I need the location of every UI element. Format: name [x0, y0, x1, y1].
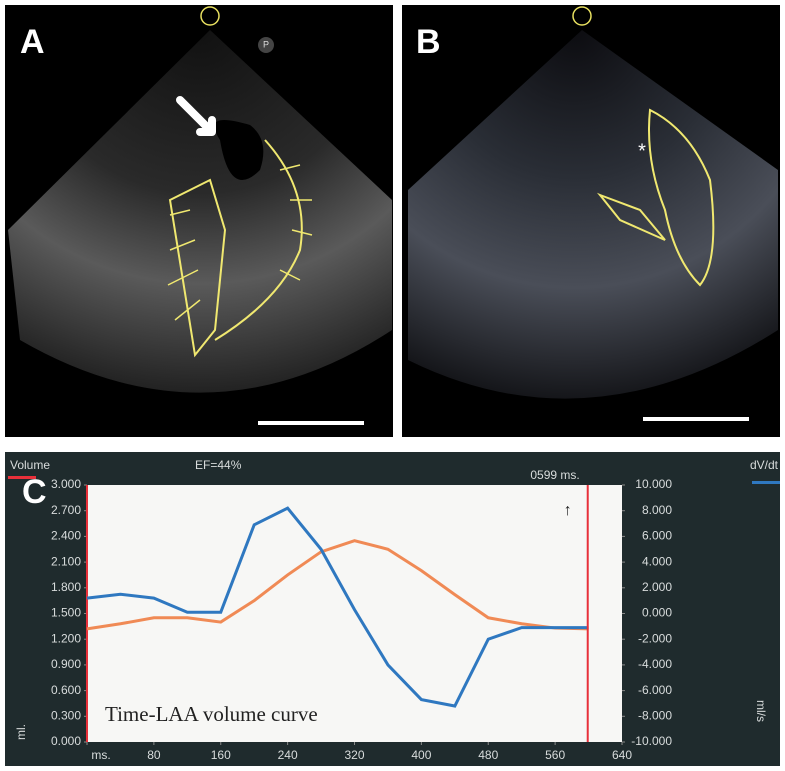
y2-tick-label: -8.000	[638, 708, 672, 722]
y-tick-label: 1.200	[51, 631, 81, 645]
y-tick-label: 2.700	[51, 503, 81, 517]
probe-icon	[200, 6, 220, 26]
annotation: Time-LAA volume curve	[105, 702, 318, 726]
x-tick-label: 320	[344, 748, 364, 762]
x-tick-label: 160	[211, 748, 231, 762]
x-tick-label: 240	[278, 748, 298, 762]
ultrasound-fan	[408, 30, 778, 399]
y2-tick-label: 8.000	[642, 503, 672, 517]
x-tick-label: 640	[612, 748, 632, 762]
x-tick-label: 400	[411, 748, 431, 762]
contour	[214, 139, 303, 341]
arrow-mark: ↑	[564, 502, 572, 519]
y-tick-label: 1.500	[51, 606, 81, 620]
series-line	[86, 506, 589, 708]
y-tick-label: 3.000	[51, 477, 81, 491]
y2-tick-label: -2.000	[638, 631, 672, 645]
y2-tick-label: 0.000	[642, 606, 672, 620]
y2-tick-label: 4.000	[642, 554, 672, 568]
asterisk: *	[638, 140, 646, 162]
y2-axis-label: ml/s	[754, 700, 768, 722]
contour	[168, 178, 227, 358]
panel-label: C	[22, 473, 47, 511]
y-axis-label: ml.	[14, 724, 28, 740]
y-tick-label: 0.000	[51, 734, 81, 748]
y-tick-label: 1.800	[51, 580, 81, 594]
panel-label: B	[416, 23, 441, 61]
x-tick-label: 480	[478, 748, 498, 762]
y-tick-label: 0.600	[51, 683, 81, 697]
y2-tick-label: 2.000	[642, 580, 672, 594]
y2-tick-label: -6.000	[638, 683, 672, 697]
y-tick-label: 0.300	[51, 708, 81, 722]
series-line	[86, 539, 589, 631]
probe-icon	[572, 6, 592, 26]
contour	[648, 108, 715, 287]
p-icon	[258, 37, 274, 53]
x-tick-label: 560	[545, 748, 565, 762]
y2-tick-label: -10.000	[631, 734, 672, 748]
panel-label: A	[20, 23, 45, 61]
y-legend-swatch	[8, 476, 36, 479]
y2-legend-swatch	[752, 481, 780, 484]
y2-tick-label: -4.000	[638, 657, 672, 671]
x-tick-label: ms.	[91, 748, 110, 762]
cavity	[214, 120, 264, 180]
y2-tick-label: 10.000	[635, 477, 672, 491]
cursor-label: 0599 ms.	[530, 468, 579, 482]
y-tick-label: 2.400	[51, 529, 81, 543]
y-tick-label: 0.900	[51, 657, 81, 671]
plot-area	[87, 485, 622, 742]
scale-bar	[643, 417, 749, 421]
scale-bar	[258, 421, 364, 425]
arrow	[176, 96, 216, 136]
y2-tick-label: 6.000	[642, 529, 672, 543]
legend-entry: dV/dt	[750, 458, 779, 472]
vectors	[167, 164, 313, 321]
p-icon-label: P	[263, 39, 269, 49]
y-tick-label: 2.100	[51, 554, 81, 568]
contour	[596, 192, 666, 241]
chart-title: EF=44%	[195, 458, 242, 472]
x-tick-label: 80	[147, 748, 161, 762]
ultrasound-fan	[8, 30, 392, 393]
legend-entry: Volume	[10, 458, 50, 472]
